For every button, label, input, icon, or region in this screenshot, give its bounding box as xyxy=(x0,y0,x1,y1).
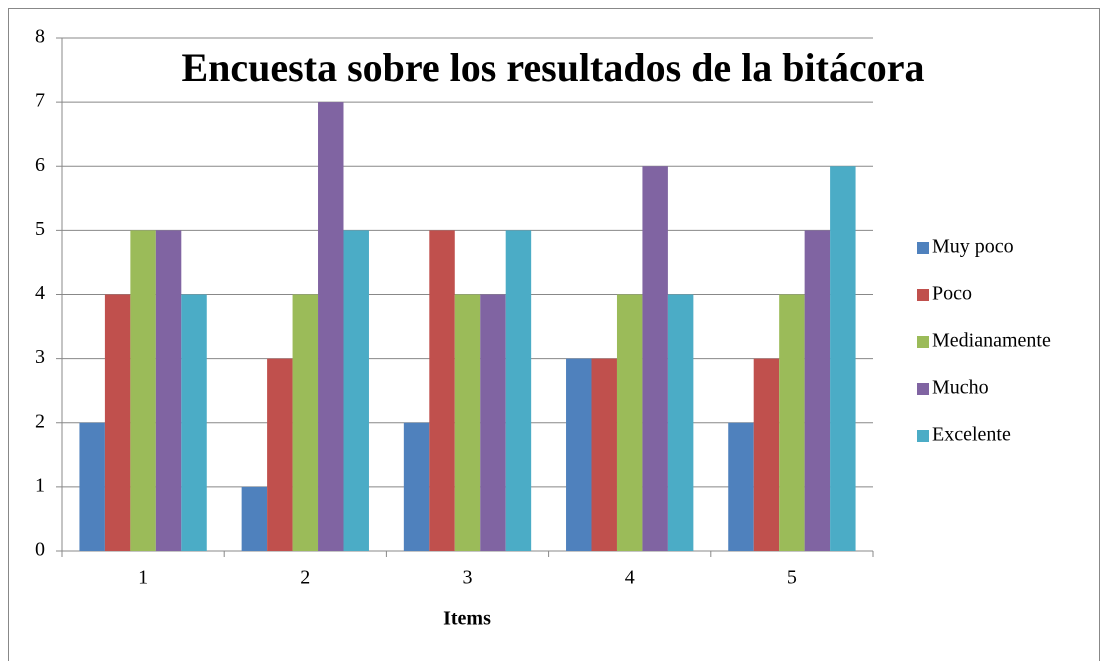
bar xyxy=(566,358,592,551)
legend-label: Poco xyxy=(932,283,972,305)
legend-label: Mucho xyxy=(932,377,989,399)
legend-label: Medianamente xyxy=(932,330,1051,352)
y-tick-label: 7 xyxy=(35,90,45,112)
bar xyxy=(292,294,319,551)
bar xyxy=(728,422,754,551)
y-tick-label: 0 xyxy=(35,539,45,561)
x-tick-label: 4 xyxy=(625,567,635,589)
bar xyxy=(830,166,856,551)
y-tick-label: 2 xyxy=(35,410,45,432)
y-tick-label: 6 xyxy=(35,154,45,176)
legend-swatch xyxy=(917,383,929,395)
bar xyxy=(779,294,805,551)
legend-label: Excelente xyxy=(932,424,1011,446)
y-tick-label: 8 xyxy=(35,26,45,48)
bar xyxy=(804,230,831,551)
legend-swatch xyxy=(917,430,929,442)
bar xyxy=(403,422,430,551)
bar xyxy=(241,486,268,551)
y-tick-label: 4 xyxy=(35,282,45,304)
bar xyxy=(155,230,182,551)
bar xyxy=(505,230,532,551)
legend-swatch xyxy=(917,336,929,348)
bar xyxy=(104,294,131,551)
x-tick-label: 2 xyxy=(300,567,310,589)
legend-swatch xyxy=(917,242,929,254)
x-tick-label: 3 xyxy=(463,567,473,589)
y-tick-label: 1 xyxy=(35,474,45,496)
y-tick-label: 5 xyxy=(35,218,45,240)
bar xyxy=(267,358,293,551)
bar xyxy=(343,230,369,551)
bar xyxy=(130,230,156,551)
bar xyxy=(480,294,506,551)
bar xyxy=(79,422,105,551)
legend-swatch xyxy=(917,289,929,301)
x-tick-label: 5 xyxy=(787,567,797,589)
bar xyxy=(454,294,481,551)
x-axis-label: Items xyxy=(443,608,491,630)
bar xyxy=(181,294,207,551)
bar xyxy=(753,358,780,551)
bar xyxy=(642,166,668,551)
bar xyxy=(616,294,643,551)
legend-label: Muy poco xyxy=(932,236,1014,258)
bar xyxy=(667,294,694,551)
y-tick-label: 3 xyxy=(35,346,45,368)
x-tick-label: 1 xyxy=(138,567,148,589)
bar xyxy=(429,230,455,551)
bar xyxy=(318,102,344,551)
chart-title: Encuesta sobre los resultados de la bitá… xyxy=(182,45,925,90)
bar xyxy=(591,358,617,551)
